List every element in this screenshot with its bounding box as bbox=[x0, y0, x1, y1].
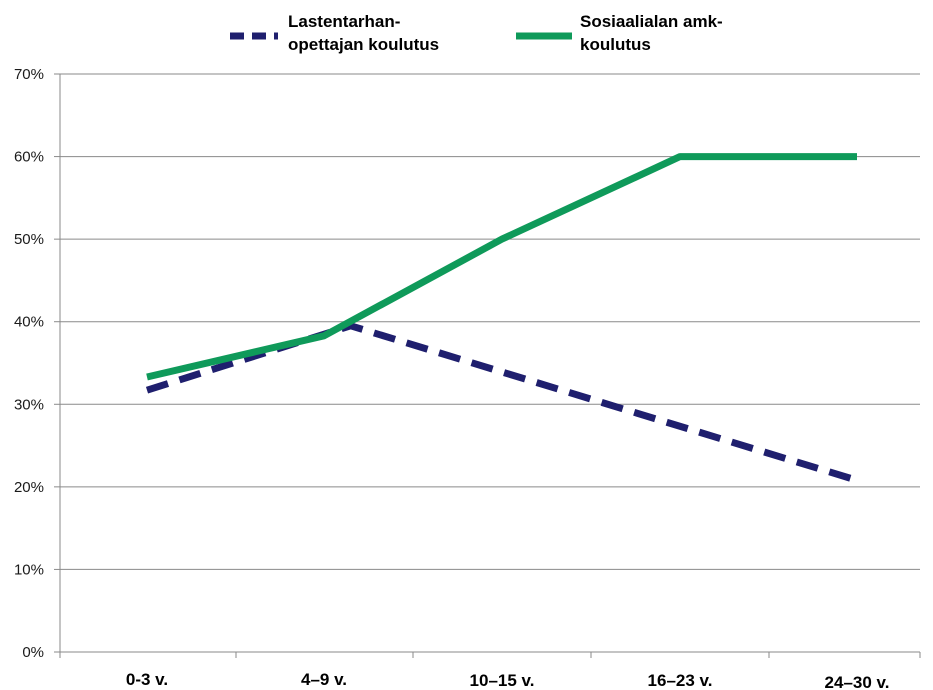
x-tick-label: 24–30 v. bbox=[825, 673, 890, 690]
x-tick-label: 0-3 v. bbox=[126, 670, 168, 689]
series-line-sosiaalialan bbox=[146, 153, 857, 381]
y-tick-label: 20% bbox=[14, 479, 44, 496]
x-tick-label: 4–9 v. bbox=[301, 670, 347, 689]
legend-label: Sosiaalialan amk- bbox=[580, 12, 723, 31]
y-tick-label: 60% bbox=[14, 149, 44, 166]
y-tick-label: 10% bbox=[14, 561, 44, 578]
series-lines bbox=[145, 153, 859, 484]
y-tick-label: 50% bbox=[14, 231, 44, 248]
axes bbox=[54, 73, 921, 658]
y-tick-label: 0% bbox=[22, 644, 44, 661]
legend-label: opettajan koulutus bbox=[288, 35, 439, 54]
legend-label: Lastentarhan- bbox=[288, 12, 400, 31]
series-line-lastentarhanopettajan bbox=[145, 322, 859, 484]
x-tick-labels: 0-3 v. 4–9 v. 10–15 v. 16–23 v. 24–30 v. bbox=[126, 670, 890, 690]
y-tick-labels: 0% 10% 20% 30% 40% 50% 60% 70% bbox=[14, 66, 44, 661]
y-tick-label: 40% bbox=[14, 314, 44, 331]
y-tick-label: 70% bbox=[14, 66, 44, 83]
y-tick-label: 30% bbox=[14, 396, 44, 413]
legend: Lastentarhan-opettajan koulutus Sosiaalia… bbox=[230, 12, 723, 54]
x-tick-label: 16–23 v. bbox=[648, 671, 713, 690]
x-tick-label: 10–15 v. bbox=[470, 671, 535, 690]
legend-label: koulutus bbox=[580, 35, 651, 54]
gridlines bbox=[60, 73, 920, 570]
